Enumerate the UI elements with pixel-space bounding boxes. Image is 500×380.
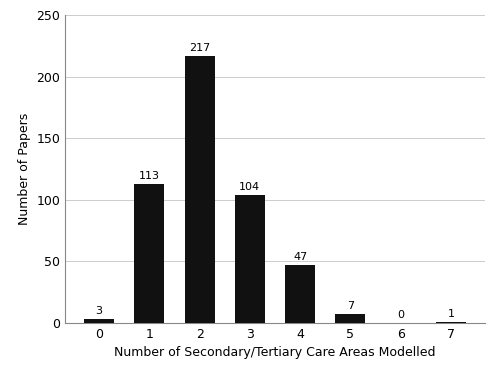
Bar bbox=[285, 265, 315, 323]
Text: 7: 7 bbox=[347, 301, 354, 311]
Text: 3: 3 bbox=[96, 306, 102, 316]
Bar bbox=[336, 314, 366, 323]
Text: 47: 47 bbox=[293, 252, 307, 262]
X-axis label: Number of Secondary/Tertiary Care Areas Modelled: Number of Secondary/Tertiary Care Areas … bbox=[114, 347, 436, 359]
Bar bbox=[134, 184, 164, 323]
Y-axis label: Number of Papers: Number of Papers bbox=[18, 113, 30, 225]
Bar bbox=[436, 322, 466, 323]
Text: 104: 104 bbox=[240, 182, 260, 192]
Bar bbox=[235, 195, 265, 323]
Text: 0: 0 bbox=[397, 310, 404, 320]
Text: 113: 113 bbox=[139, 171, 160, 181]
Bar bbox=[84, 319, 114, 323]
Text: 1: 1 bbox=[448, 309, 454, 319]
Bar bbox=[184, 56, 214, 323]
Text: 217: 217 bbox=[189, 43, 210, 53]
